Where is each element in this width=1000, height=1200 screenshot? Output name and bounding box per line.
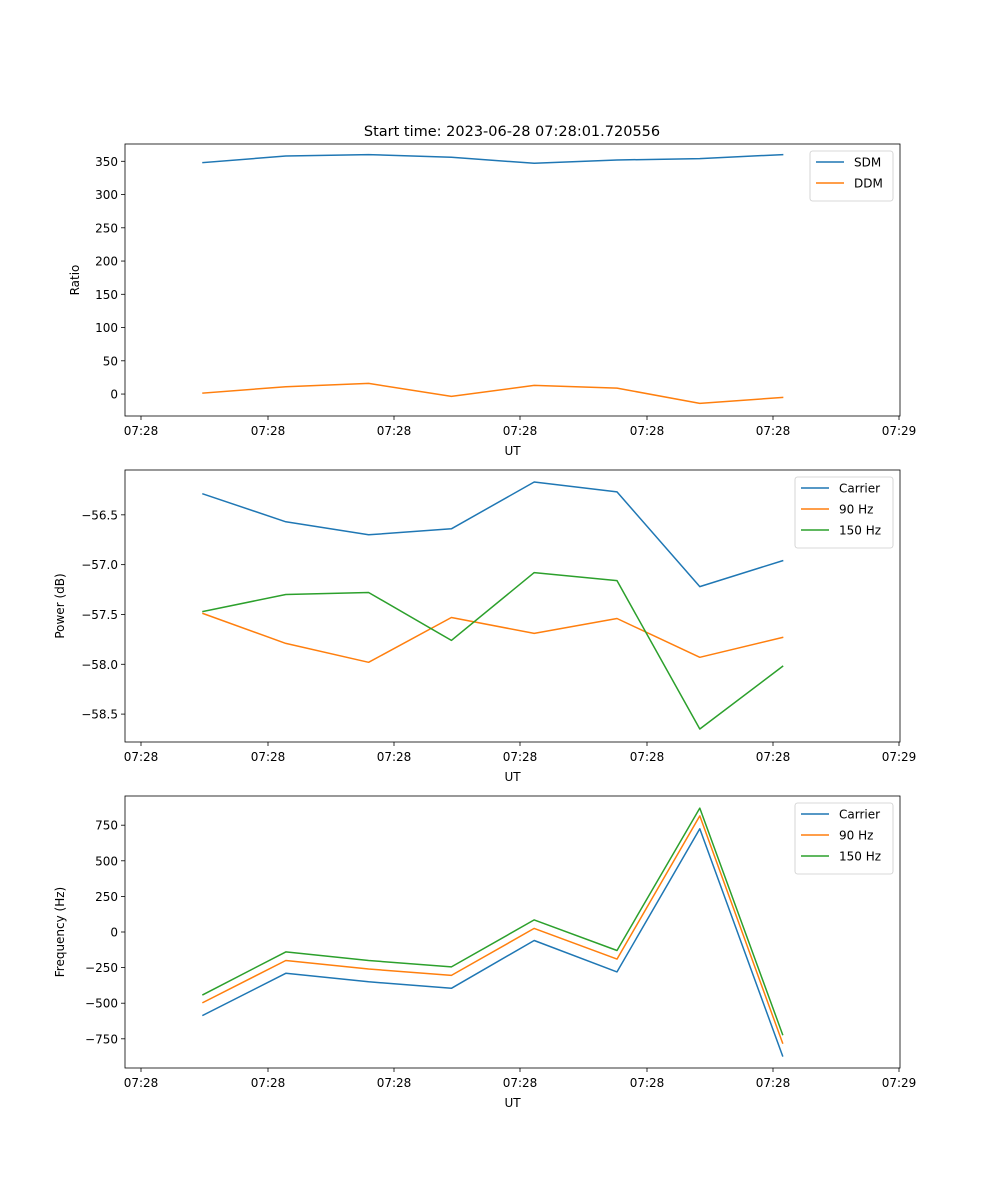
- x-tick-label: 07:28: [377, 750, 412, 764]
- y-tick-label: −57.5: [81, 608, 118, 622]
- y-tick-label: −57.0: [81, 558, 118, 572]
- y-tick-label: −750: [85, 1032, 118, 1046]
- series-line-90-hz: [201, 815, 784, 1045]
- legend: Carrier 90 Hz 150 Hz: [794, 802, 894, 875]
- y-tick-label: 250: [95, 890, 118, 904]
- x-axis-label: UT: [504, 444, 521, 458]
- legend-label: 150 Hz: [839, 850, 881, 864]
- x-tick-label: 07:28: [503, 424, 538, 438]
- y-tick-label: −56.5: [81, 508, 118, 522]
- y-tick-label: 350: [95, 155, 118, 169]
- x-tick-label: 07:29: [882, 1076, 917, 1090]
- legend: Carrier 90 Hz 150 Hz: [794, 476, 894, 549]
- series-line-carrier: [202, 481, 784, 588]
- y-tick-label: 100: [95, 321, 118, 335]
- legend-label: DDM: [854, 177, 883, 191]
- series-line-150-hz: [201, 807, 784, 1036]
- y-axis-label: Power (dB): [53, 573, 67, 638]
- x-tick-label: 07:28: [756, 424, 791, 438]
- y-tick-label: 250: [95, 221, 118, 235]
- legend-label: 90 Hz: [839, 503, 873, 517]
- y-tick-label: 200: [95, 255, 118, 269]
- x-tick-label: 07:28: [630, 424, 665, 438]
- subplot-1: 07:28 07:28 07:28 07:28 07:28 07:28 07:29 0 50 10…: [68, 143, 917, 458]
- y-tick-label: −58.5: [81, 708, 118, 722]
- plots: 07:28 07:28 07:28 07:28 07:28 07:28 07:29 0 50 10…: [53, 143, 917, 1110]
- figure-title: Start time: 2023-06-28 07:28:01.720556: [364, 124, 660, 140]
- legend: SDM DDM: [809, 150, 894, 202]
- x-tick-label: 07:28: [251, 750, 286, 764]
- series-line-150-hz: [202, 571, 784, 730]
- x-tick-label: 07:29: [882, 424, 917, 438]
- x-tick-label: 07:29: [882, 750, 917, 764]
- x-tick-label: 07:28: [503, 750, 538, 764]
- x-axis-label: UT: [504, 770, 521, 784]
- series-line-90-hz: [202, 612, 784, 664]
- series-line-carrier: [201, 828, 784, 1057]
- y-tick-label: 150: [95, 288, 118, 302]
- y-tick-label: 300: [95, 188, 118, 202]
- series-line-ddm: [202, 382, 784, 405]
- y-tick-label: 0: [110, 388, 118, 402]
- series-line-sdm: [202, 153, 784, 165]
- y-axis-label: Ratio: [68, 265, 82, 296]
- x-tick-label: 07:28: [251, 424, 286, 438]
- legend-label: SDM: [854, 156, 881, 170]
- x-tick-label: 07:28: [756, 750, 791, 764]
- x-tick-label: 07:28: [630, 750, 665, 764]
- subplot-3: 07:28 07:28 07:28 07:28 07:28 07:28 07:29 −750 −…: [53, 795, 917, 1110]
- x-tick-label: 07:28: [377, 424, 412, 438]
- legend-label: Carrier: [839, 482, 880, 496]
- y-tick-label: 50: [103, 354, 118, 368]
- y-tick-label: 500: [95, 854, 118, 868]
- y-tick-label: 0: [110, 926, 118, 940]
- x-tick-label: 07:28: [377, 1076, 412, 1090]
- x-tick-label: 07:28: [251, 1076, 286, 1090]
- x-tick-label: 07:28: [124, 1076, 159, 1090]
- legend-box: [809, 150, 894, 202]
- x-tick-label: 07:28: [124, 424, 159, 438]
- x-tick-label: 07:28: [756, 1076, 791, 1090]
- subplot-2: 07:28 07:28 07:28 07:28 07:28 07:28 07:29 −58.5…: [53, 469, 917, 784]
- y-tick-label: −500: [85, 997, 118, 1011]
- x-tick-label: 07:28: [124, 750, 159, 764]
- legend-label: 90 Hz: [839, 829, 873, 843]
- x-tick-label: 07:28: [503, 1076, 538, 1090]
- y-tick-label: −250: [85, 961, 118, 975]
- axes-frame: [124, 469, 901, 743]
- y-axis-label: Frequency (Hz): [53, 887, 67, 978]
- legend-label: 150 Hz: [839, 524, 881, 538]
- legend-label: Carrier: [839, 808, 880, 822]
- y-tick-label: 750: [95, 819, 118, 833]
- axes-frame: [124, 143, 901, 417]
- x-axis-label: UT: [504, 1096, 521, 1110]
- y-tick-label: −58.0: [81, 658, 118, 672]
- x-tick-label: 07:28: [630, 1076, 665, 1090]
